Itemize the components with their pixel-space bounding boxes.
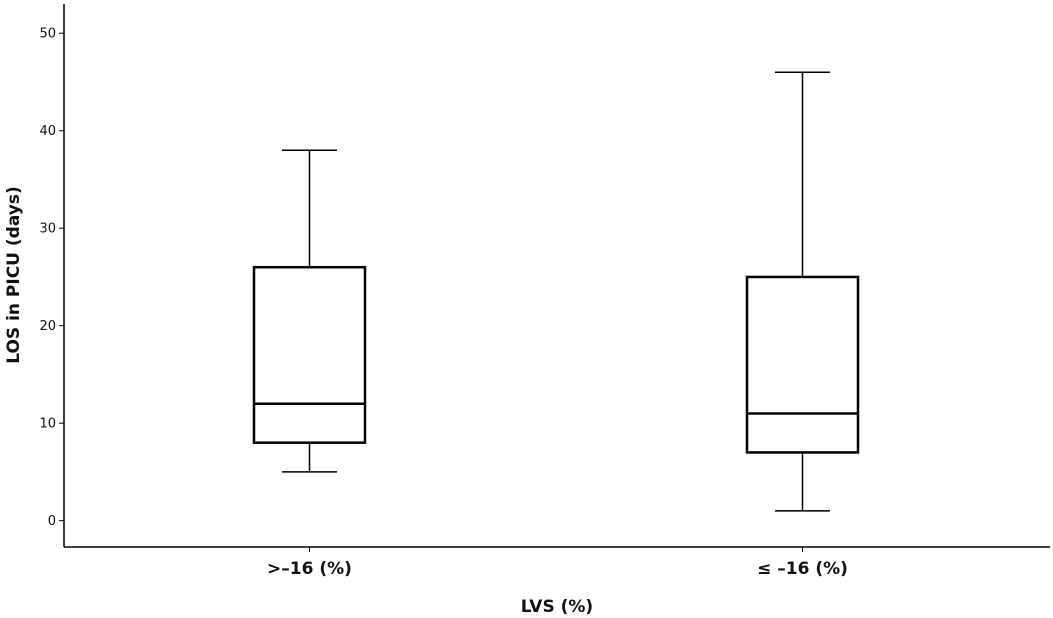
x-axis-title: LVS (%)	[521, 597, 593, 617]
axes	[63, 4, 1050, 548]
box-plot-series-1	[252, 149, 367, 473]
boxes	[252, 71, 860, 512]
y-tick-label: 30	[39, 222, 56, 237]
iqr-box	[252, 265, 367, 444]
y-tick-label: 0	[48, 514, 56, 529]
category-labels: >–16 (%) ≤ –16 (%)	[267, 547, 848, 579]
y-tick-label: 20	[39, 319, 56, 334]
y-tick-label: 50	[39, 27, 56, 42]
x-category-label: >–16 (%)	[267, 559, 352, 579]
y-tick-label: 10	[39, 417, 56, 432]
iqr-box	[745, 275, 860, 454]
y-axis-title: LOS in PICU (days)	[4, 186, 24, 364]
y-tick-label: 40	[39, 124, 56, 139]
x-category-label: ≤ –16 (%)	[757, 559, 848, 579]
y-ticks: 0 10 20 30 40 50	[39, 27, 64, 529]
box-plot-series-2	[745, 71, 860, 512]
